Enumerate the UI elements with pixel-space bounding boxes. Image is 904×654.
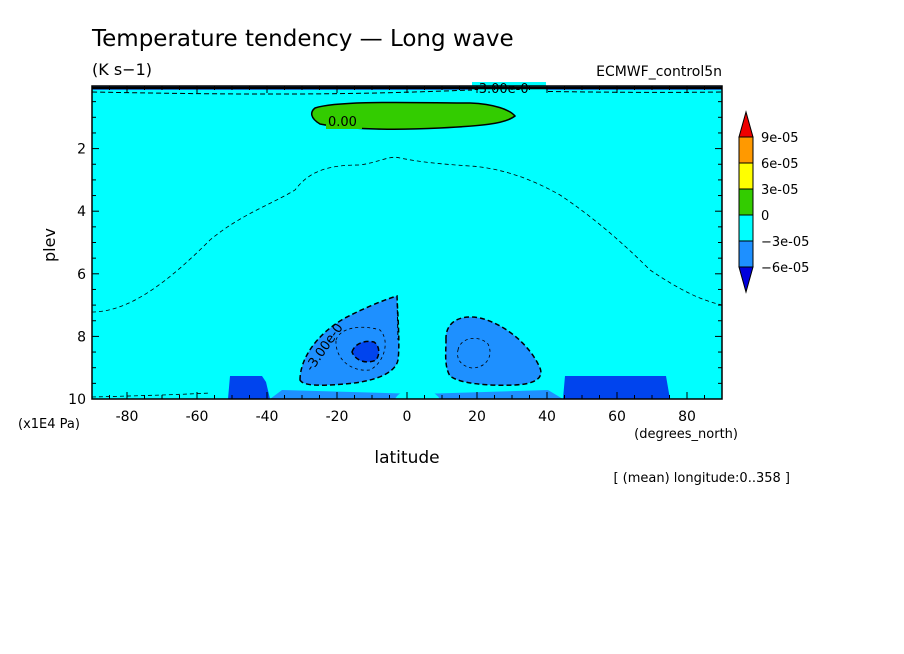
- x-tick-label: -80: [116, 409, 139, 425]
- colorbar-bottom-arrow: [738, 266, 754, 294]
- contour-line-top: [91, 89, 723, 95]
- x-tick-label: -60: [186, 409, 209, 425]
- fill-band-neg6-neg3-right: [444, 316, 542, 386]
- colorbar-label: 0: [761, 209, 769, 224]
- contour-line-spike: [396, 295, 399, 341]
- colorbar: 9e-05 6e-05 3e-05 0 −3e-05 −6e-05: [738, 110, 809, 294]
- x-tick-label: 40: [538, 409, 556, 425]
- fill-surface-mid: [395, 388, 440, 399]
- footer-note: [ (mean) longitude:0..358 ]: [613, 471, 790, 486]
- x-units: (degrees_north): [634, 427, 738, 442]
- colorbar-swatch: [738, 188, 754, 216]
- x-tick-label: -20: [326, 409, 349, 425]
- colorbar-swatch: [738, 240, 754, 268]
- x-axis: -80 -60 -40 -20 0 20 40 60 80: [91, 86, 723, 425]
- y-tick-label: 10: [68, 392, 86, 408]
- chart-title: Temperature tendency — Long wave: [91, 26, 514, 52]
- contour-label-zero: 0.00: [328, 115, 357, 130]
- colorbar-label: 6e-05: [761, 157, 799, 172]
- fill-surface-right: [563, 376, 670, 399]
- fill-surface-left: [228, 376, 270, 399]
- contour-line-left-inner: [335, 326, 386, 371]
- y-axis: 2 4 6 8 10: [68, 101, 722, 408]
- fill-band-neg6-neg3-left: [299, 295, 400, 386]
- y-tick-label: 6: [77, 267, 86, 283]
- y-units: (x1E4 Pa): [18, 417, 80, 432]
- x-tick-label: 60: [608, 409, 626, 425]
- colorbar-swatch: [738, 162, 754, 190]
- fill-band-0-3-upper: [310, 101, 517, 130]
- dataset-label: ECMWF_control5n: [596, 64, 722, 80]
- colorbar-swatch: [738, 136, 754, 164]
- y-tick-label: 2: [77, 142, 86, 158]
- colorbar-label: −6e-05: [761, 261, 809, 276]
- contour-label-top: -3.00e-0: [474, 82, 529, 97]
- fill-band-neg9-neg6-left: [351, 340, 380, 363]
- colorbar-label: 9e-05: [761, 131, 799, 146]
- y-tick-label: 4: [77, 204, 86, 220]
- contour-line-right-inner: [457, 337, 491, 369]
- colorbar-label: −3e-05: [761, 235, 809, 250]
- contour-line-dome: [91, 156, 723, 313]
- colorbar-swatch: [738, 214, 754, 242]
- fill-band-neg3-0: [92, 86, 722, 399]
- colorbar-top-arrow: [738, 110, 754, 138]
- x-tick-label: 0: [403, 409, 412, 425]
- chart-units: (K s−1): [92, 60, 152, 79]
- x-tick-label: 20: [468, 409, 486, 425]
- plot-area: 0.00 -3.00e-0 -3.00e-0: [91, 82, 723, 400]
- colorbar-label: 3e-05: [761, 183, 799, 198]
- x-tick-label: 80: [678, 409, 696, 425]
- x-tick-label: -40: [256, 409, 279, 425]
- y-tick-label: 8: [77, 329, 86, 345]
- y-axis-label: plev: [40, 228, 59, 262]
- x-axis-label: latitude: [374, 448, 439, 468]
